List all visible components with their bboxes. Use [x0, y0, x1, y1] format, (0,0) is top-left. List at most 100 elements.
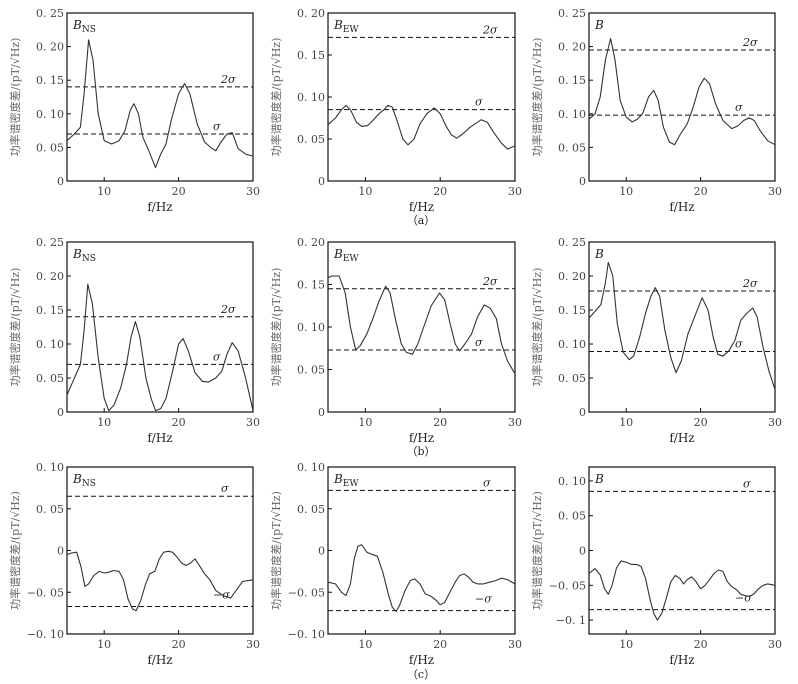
x-tick-label: 10 — [358, 416, 372, 429]
y-tick-label: 0 — [57, 545, 64, 558]
panel-title-sub: EW — [343, 479, 360, 489]
x-tick-label: 20 — [172, 638, 186, 651]
y-tick-label: 0. 10 — [36, 338, 64, 351]
y-tick-label: 0 — [318, 545, 325, 558]
panel-5: 0 0. 05 0. 10 0. 15 0. 20 10 20 30 f/Hz 功率谱密度差/(p… — [269, 236, 522, 445]
panel-title-main: B — [72, 18, 82, 32]
panel-title: B — [594, 18, 604, 32]
x-tick-label: 30 — [508, 638, 522, 651]
panel-4: 0 0. 05 0. 10 0. 15 0. 20 0. 25 10 20 30 f/Hz 功率谱密… — [8, 236, 260, 445]
x-axis-label: f/Hz — [147, 200, 172, 214]
series-line — [327, 104, 516, 150]
y-tick-label: 0. 20 — [297, 236, 325, 249]
y-tick-label: 0. 15 — [36, 304, 64, 317]
row-label-a: （a） — [407, 214, 436, 227]
panel-9: −0. 1 −0. 05 0 0. 05 0. 10 10 20 30 f/Hz 功率谱密度差/(… — [530, 466, 782, 667]
x-axis-label: f/Hz — [147, 431, 172, 445]
ref-line-label: σ — [213, 120, 221, 133]
panel-3: 0 0. 05 0. 10 0. 15 0. 20 0. 25 10 20 30 f/Hz 功率谱密… — [530, 7, 782, 214]
x-tick-label: 10 — [358, 638, 372, 651]
series-line — [588, 560, 776, 621]
x-tick-label: 10 — [358, 185, 372, 198]
ref-line-label: σ — [475, 336, 483, 349]
x-axis-label: f/Hz — [409, 431, 434, 445]
panel-title-main: B — [594, 18, 604, 32]
ref-line-label: σ — [483, 476, 491, 489]
x-tick-label: 20 — [694, 416, 708, 429]
ref-line-label: 2σ — [220, 73, 236, 86]
y-tick-label: 0. 25 — [558, 236, 586, 249]
x-tick-label: 30 — [246, 185, 260, 198]
y-tick-label: 0. 10 — [558, 108, 586, 121]
x-tick-label: 30 — [768, 416, 782, 429]
x-axis-label: f/Hz — [669, 200, 694, 214]
series-line — [327, 275, 516, 375]
x-tick-label: 30 — [508, 416, 522, 429]
y-tick-label: 0 — [57, 406, 64, 419]
panel-title-main: B — [594, 472, 604, 486]
y-tick-label: 0. 15 — [297, 49, 325, 62]
x-axis-label: f/Hz — [147, 653, 172, 667]
ref-line-label: σ — [735, 101, 743, 114]
panel-title: BNS — [72, 472, 96, 489]
panel-6: 0 0. 05 0. 10 0. 15 0. 20 0. 25 10 20 30 f/Hz 功率谱密… — [530, 236, 782, 445]
panel-title: BEW — [333, 472, 359, 489]
x-tick-label: 30 — [246, 638, 260, 651]
y-axis-label: 功率谱密度差/(pT/√Hz) — [8, 38, 22, 157]
y-tick-label: 0. 20 — [558, 270, 586, 283]
y-tick-label: 0. 15 — [558, 304, 586, 317]
y-tick-label: 0. 05 — [558, 510, 586, 523]
y-axis-label: 功率谱密度差/(pT/√Hz) — [269, 268, 283, 387]
x-tick-label: 30 — [768, 638, 782, 651]
y-tick-label: 0. 10 — [297, 461, 325, 474]
ref-line-label: 2σ — [482, 23, 498, 36]
y-axis-label: 功率谱密度差/(pT/√Hz) — [8, 268, 22, 387]
panel-8: −0. 10 −0. 05 0 0. 05 0. 10 10 20 30 f/Hz 功率谱密度差/… — [269, 461, 522, 667]
axes-frame — [588, 241, 776, 413]
y-tick-label: 0. 05 — [558, 372, 586, 385]
y-tick-label: 0. 05 — [36, 503, 64, 516]
ref-line-label: σ — [475, 96, 483, 109]
panel-1: 0 0. 05 0. 10 0. 15 0. 20 0. 25 10 20 30 f/Hz 功率谱密… — [8, 7, 260, 214]
y-tick-label: −0. 10 — [27, 628, 64, 641]
y-tick-label: −0. 05 — [288, 586, 325, 599]
panel-title: B — [594, 247, 604, 261]
y-tick-label: 0. 20 — [558, 41, 586, 54]
panel-title-main: B — [333, 18, 343, 32]
y-tick-label: 0. 05 — [558, 141, 586, 154]
ref-line-label: −σ — [475, 593, 492, 606]
axes-frame — [588, 466, 776, 635]
x-axis-label: f/Hz — [409, 200, 434, 214]
panel-title-main: B — [594, 247, 604, 261]
ref-line-label: σ — [221, 482, 229, 495]
x-tick-label: 20 — [172, 185, 186, 198]
x-tick-label: 10 — [97, 185, 111, 198]
ref-line-label: σ — [735, 337, 743, 350]
panel-title-sub: EW — [343, 254, 360, 264]
axes-frame — [588, 12, 776, 182]
y-tick-label: 0 — [579, 545, 586, 558]
x-tick-label: 20 — [694, 185, 708, 198]
y-tick-label: 0. 10 — [558, 338, 586, 351]
y-tick-label: −0. 10 — [288, 628, 325, 641]
y-axis-label: 功率谱密度差/(pT/√Hz) — [269, 38, 283, 157]
y-tick-label: 0. 05 — [36, 372, 64, 385]
ref-line-label: σ — [743, 477, 751, 490]
panel-title-sub: NS — [82, 25, 96, 35]
series-line — [588, 37, 776, 146]
x-tick-label: 10 — [97, 638, 111, 651]
y-axis-label: 功率谱密度差/(pT/√Hz) — [530, 268, 544, 387]
ref-line-label: σ — [213, 350, 221, 363]
y-tick-label: 0 — [318, 406, 325, 419]
panel-title: B — [594, 472, 604, 486]
x-tick-label: 20 — [694, 638, 708, 651]
x-tick-label: 10 — [97, 416, 111, 429]
panel-title: BNS — [72, 18, 96, 35]
panel-title: BEW — [333, 18, 359, 35]
panel-title-main: B — [72, 247, 82, 261]
y-axis-label: 功率谱密度差/(pT/√Hz) — [269, 491, 283, 610]
panel-title-sub: NS — [82, 254, 96, 264]
y-tick-label: 0. 10 — [297, 91, 325, 104]
y-tick-label: 0. 25 — [36, 7, 64, 20]
y-tick-label: −0. 05 — [549, 579, 586, 592]
